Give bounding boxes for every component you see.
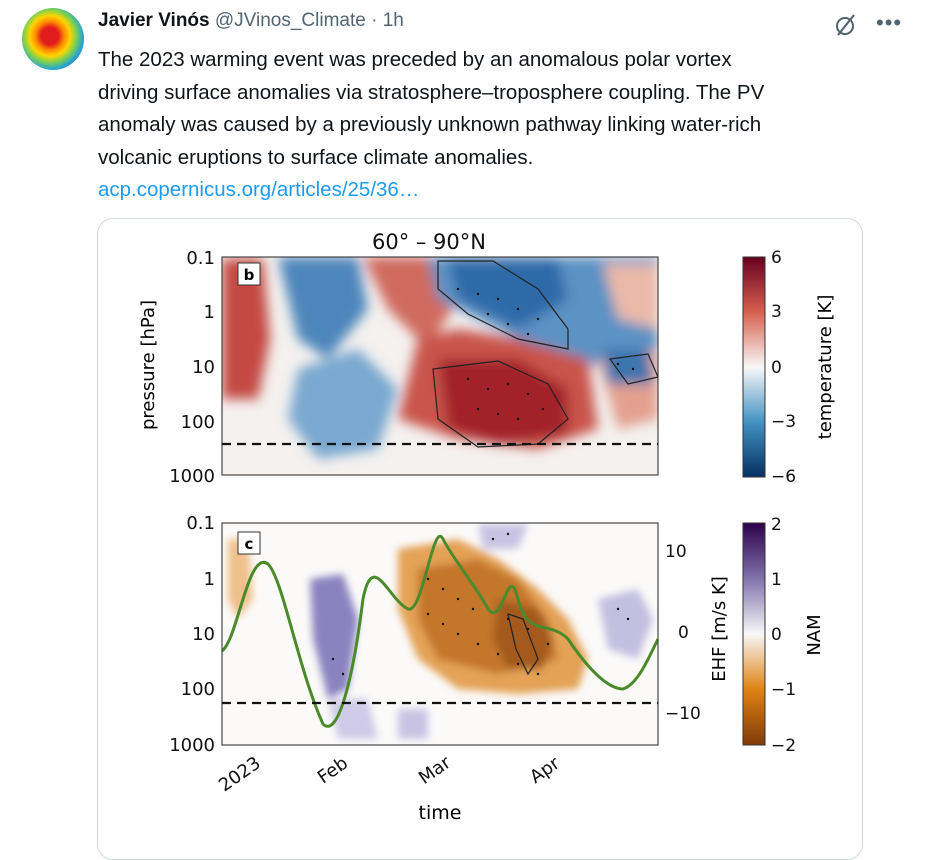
y-tick: 10 (192, 357, 215, 378)
temperature-colorbar (742, 256, 766, 478)
y-axis-label-b: pressure [hPa] (138, 300, 159, 430)
x-tick: Feb (314, 753, 352, 788)
ehf-tick: 0 (678, 623, 689, 643)
nam-label: NAM (804, 614, 825, 655)
ehf-tick: −10 (665, 704, 701, 724)
temp-tick: −3 (771, 412, 796, 432)
y-tick: 1 (204, 569, 215, 590)
ehf-tick: 10 (665, 542, 687, 562)
x-tick: Mar (415, 752, 455, 789)
grok-icon[interactable] (833, 12, 859, 38)
nam-tick: 1 (771, 570, 782, 590)
nam-colorbar (742, 522, 766, 746)
tweet-text-line: volcanic eruptions to surface climate an… (98, 145, 534, 169)
temp-tick: 0 (771, 358, 782, 378)
y-tick: 10 (192, 624, 215, 645)
article-link[interactable]: acp.copernicus.org/articles/25/36… (98, 178, 420, 201)
tweet-text-line: The 2023 warming event was preceded by a… (98, 48, 732, 71)
header-separator: · (371, 10, 378, 31)
y-tick: 100 (181, 679, 215, 700)
tweet-text: The 2023 warming event was preceded by a… (98, 44, 898, 207)
figure-title: 60° – 90°N (372, 230, 486, 254)
temp-tick: 6 (771, 248, 782, 268)
temp-tick: −6 (771, 467, 796, 487)
more-options-icon[interactable]: ••• (876, 10, 903, 35)
tweet-text-line: driving surface anomalies via stratosphe… (98, 80, 765, 104)
y-tick: 0.1 (186, 513, 215, 534)
tweet-header: Javier Vinós @JVinos_Climate · 1h (98, 10, 404, 32)
temperature-label: temperature [K] (815, 295, 836, 440)
avatar[interactable] (22, 8, 84, 70)
panel-c: c 0.1 1 10 100 1000 10 0 −10 EHF [m/s K]… (169, 513, 825, 824)
panel-c-label: c (245, 535, 254, 553)
figure-svg: 60° – 90°N (138, 230, 836, 824)
ehf-label: EHF [m/s K] (709, 576, 730, 682)
nam-tick: −1 (771, 680, 796, 700)
x-tick: 2023 (215, 753, 265, 796)
temp-tick: 3 (771, 302, 782, 322)
y-tick: 0.1 (186, 248, 215, 269)
y-tick: 100 (181, 412, 215, 433)
panel-b: b 0.1 1 10 100 1000 pressure [hPa] 6 3 0… (138, 248, 836, 487)
figure-image[interactable]: 60° – 90°N (97, 218, 863, 860)
nam-tick: 2 (771, 515, 782, 535)
x-tick: Apr (526, 753, 564, 788)
author-name[interactable]: Javier Vinós (98, 10, 210, 31)
panel-b-label: b (244, 266, 255, 284)
x-axis-label: time (419, 802, 462, 824)
y-tick: 1 (204, 302, 215, 323)
y-tick: 1000 (169, 466, 215, 487)
y-tick: 1000 (169, 735, 215, 756)
nam-tick: −2 (771, 736, 796, 756)
author-handle[interactable]: @JVinos_Climate (214, 10, 366, 31)
tweet-text-line: anomaly was caused by a previously unkno… (98, 113, 762, 136)
tweet-time[interactable]: 1h (382, 10, 404, 31)
nam-tick: 0 (771, 625, 782, 645)
